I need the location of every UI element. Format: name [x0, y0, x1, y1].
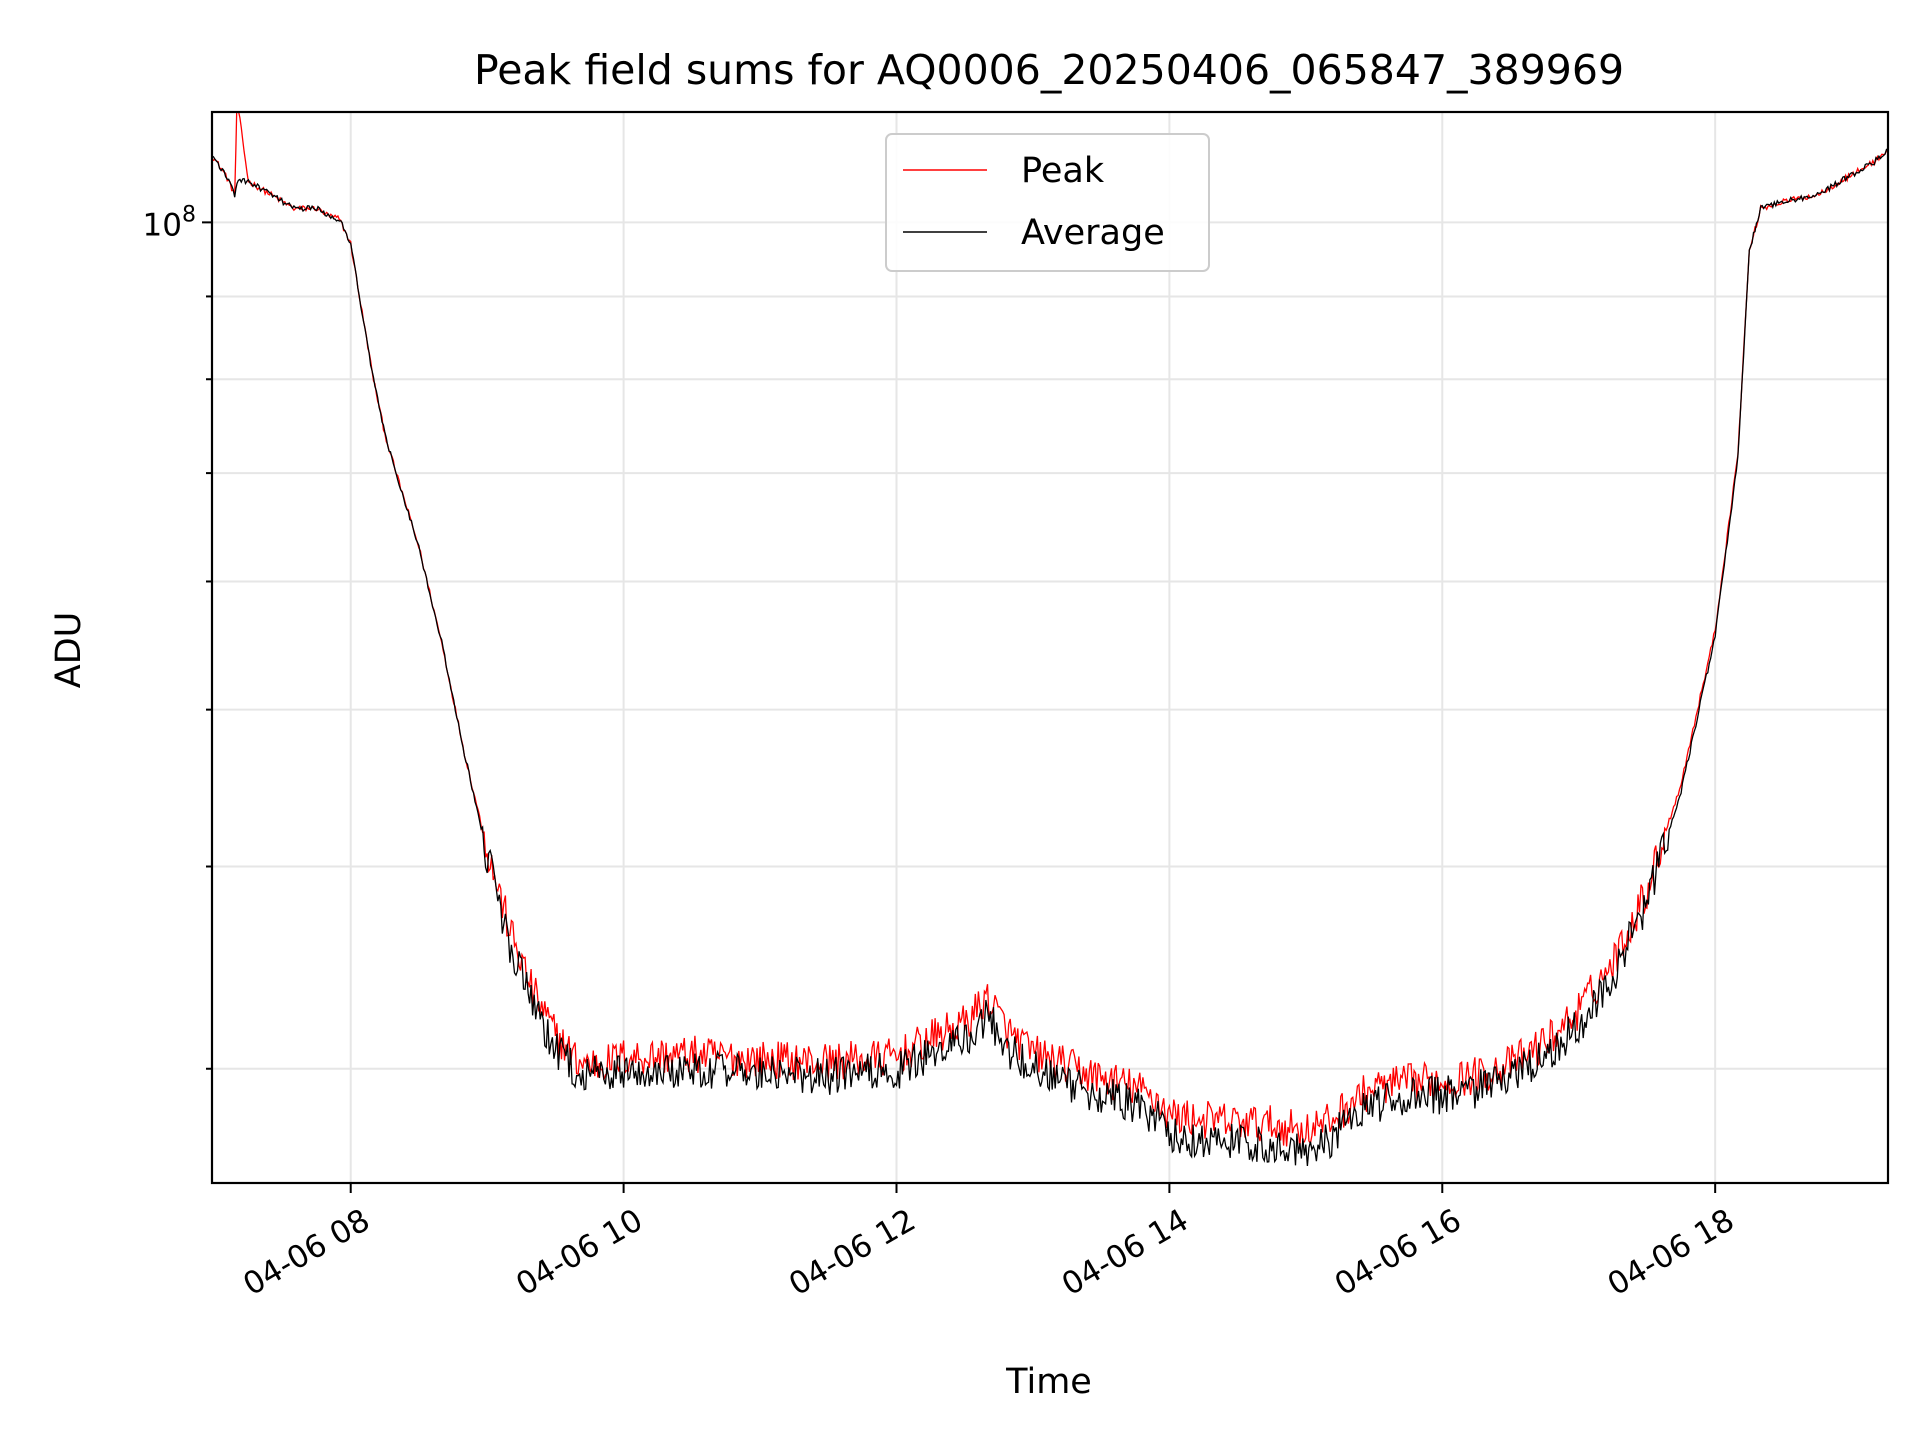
legend-label-average: Average — [1021, 213, 1165, 253]
grid-lines — [212, 112, 1888, 1183]
legend-label-peak: Peak — [1021, 151, 1105, 191]
legend: Peak Average — [885, 133, 1210, 272]
chart-title: Peak field sums for AQ0006_20250406_0658… — [474, 46, 1624, 94]
y-tick-label: 108 — [143, 202, 196, 243]
x-axis-label: Time — [1005, 1362, 1092, 1402]
series-line-average — [212, 148, 1888, 1167]
legend-box — [885, 133, 1210, 272]
y-axis-label: ADU — [49, 612, 89, 689]
series-lines — [212, 112, 1888, 1167]
plot-frame — [210, 110, 1890, 1185]
series-line-peak — [212, 112, 1888, 1147]
